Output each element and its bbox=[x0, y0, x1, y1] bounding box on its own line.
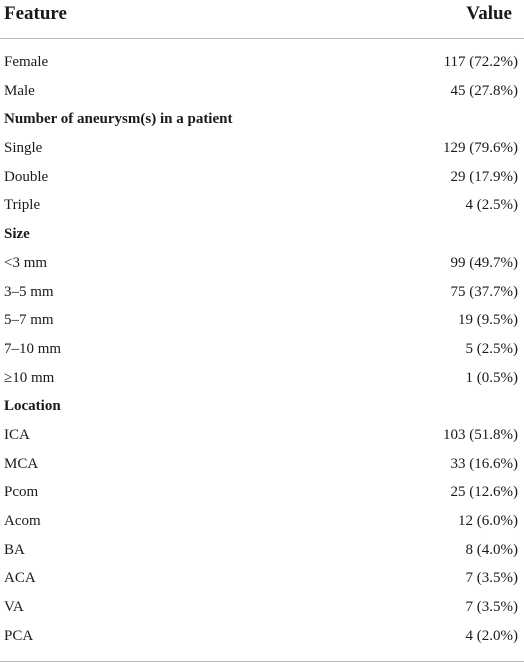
feature-cell: ICA bbox=[4, 426, 30, 443]
value-cell: 75 (37.7%) bbox=[450, 283, 519, 300]
feature-cell: ACA bbox=[4, 570, 36, 587]
section-header-row: Location bbox=[0, 394, 524, 423]
table-row: Triple 4 (2.5%) bbox=[0, 193, 524, 222]
section-header-row: Number of aneurysm(s) in a patient bbox=[0, 107, 524, 136]
feature-cell: Single bbox=[4, 140, 43, 157]
feature-cell: Double bbox=[4, 168, 49, 185]
value-cell: 103 (51.8%) bbox=[443, 426, 518, 443]
feature-cell: Pcom bbox=[4, 484, 39, 501]
feature-cell: Acom bbox=[4, 513, 41, 529]
table-row: PCA 4 (2.0%) bbox=[0, 624, 524, 653]
table-row: Pcom 25 (12.6%) bbox=[0, 480, 524, 509]
table-row: Single 129 (79.6%) bbox=[0, 136, 524, 165]
column-header-feature: Feature bbox=[4, 3, 67, 24]
table-row: BA 8 (4.0%) bbox=[0, 538, 524, 567]
table-row: VA 7 (3.5%) bbox=[0, 595, 524, 624]
value-cell: 45 (27.8%) bbox=[450, 82, 519, 99]
section-header-row: Size bbox=[0, 222, 524, 251]
value-cell: 4 (2.0%) bbox=[465, 627, 519, 644]
value-cell: 19 (9.5%) bbox=[458, 312, 518, 329]
table-row: ≥10 mm 1 (0.5%) bbox=[0, 366, 524, 395]
value-cell: 4 (2.5%) bbox=[465, 197, 519, 214]
value-cell: 12 (6.0%) bbox=[458, 513, 518, 529]
value-cell: 29 (17.9%) bbox=[450, 168, 519, 185]
feature-cell: Male bbox=[4, 82, 35, 99]
column-header-value: Value bbox=[466, 3, 512, 24]
section-title: Location bbox=[4, 398, 61, 415]
feature-cell: ≥10 mm bbox=[4, 369, 55, 386]
value-cell: 99 (49.7%) bbox=[450, 254, 519, 271]
feature-cell: BA bbox=[4, 541, 25, 558]
table-row: 7–10 mm 5 (2.5%) bbox=[0, 337, 524, 366]
table-row: ICA 103 (51.8%) bbox=[0, 423, 524, 452]
value-cell: 5 (2.5%) bbox=[465, 340, 519, 357]
table-bottom-rule bbox=[0, 661, 524, 662]
feature-cell: VA bbox=[4, 599, 24, 616]
value-cell: 7 (3.5%) bbox=[465, 570, 519, 587]
table-row: Female 117 (72.2%) bbox=[0, 50, 524, 79]
value-cell: 117 (72.2%) bbox=[443, 54, 518, 70]
value-cell: 129 (79.6%) bbox=[443, 140, 518, 157]
feature-cell: PCA bbox=[4, 627, 34, 644]
feature-cell: Female bbox=[4, 54, 49, 70]
feature-cell: 7–10 mm bbox=[4, 340, 62, 357]
table-row: 3–5 mm 75 (37.7%) bbox=[0, 280, 524, 309]
table-row: Double 29 (17.9%) bbox=[0, 165, 524, 194]
feature-cell: 5–7 mm bbox=[4, 312, 54, 329]
table-row: MCA 33 (16.6%) bbox=[0, 452, 524, 481]
value-cell: 33 (16.6%) bbox=[450, 455, 519, 472]
table-row: 5–7 mm 19 (9.5%) bbox=[0, 308, 524, 337]
feature-cell: Triple bbox=[4, 197, 41, 214]
feature-cell: <3 mm bbox=[4, 254, 48, 271]
section-title: Size bbox=[4, 226, 30, 243]
value-cell: 8 (4.0%) bbox=[465, 541, 519, 558]
table-row: Acom 12 (6.0%) bbox=[0, 509, 524, 538]
value-cell: 25 (12.6%) bbox=[450, 484, 519, 501]
feature-cell: MCA bbox=[4, 455, 39, 472]
table-row: ACA 7 (3.5%) bbox=[0, 566, 524, 595]
table-row: Male 45 (27.8%) bbox=[0, 79, 524, 108]
feature-cell: 3–5 mm bbox=[4, 283, 54, 300]
table-row: <3 mm 99 (49.7%) bbox=[0, 251, 524, 280]
value-cell: 1 (0.5%) bbox=[465, 369, 519, 386]
table-header: Feature Value bbox=[0, 0, 524, 39]
value-cell: 7 (3.5%) bbox=[465, 599, 519, 616]
table-body: Female 117 (72.2%) Male 45 (27.8%) Number of… bbox=[0, 50, 524, 652]
section-title: Number of aneurysm(s) in a patient bbox=[4, 111, 233, 128]
